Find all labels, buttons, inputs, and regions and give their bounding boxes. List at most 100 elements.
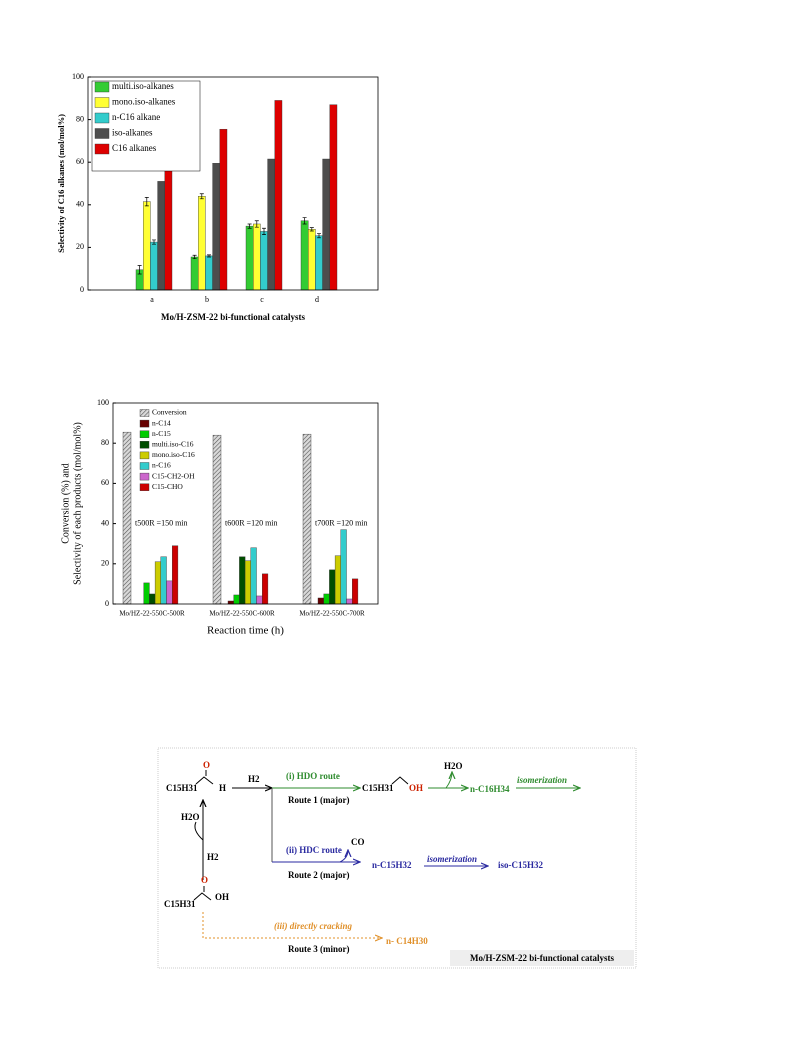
y-tick-label: 20: [101, 559, 109, 568]
legend-swatch: [139, 483, 150, 491]
label: (iii) directly cracking: [274, 921, 352, 931]
diagram-frame: [157, 747, 637, 969]
bar: [274, 100, 283, 291]
legend-label: Conversion: [152, 408, 187, 417]
y-tick-label: 100: [97, 398, 109, 407]
y-axis-title: Selectivity of each products (mol/mol%): [72, 422, 83, 585]
annotation: t700R =120 min: [315, 518, 368, 527]
legend-swatch: [139, 419, 150, 428]
error-bar: [309, 227, 314, 232]
bar: [171, 545, 179, 605]
error-bar: [137, 265, 142, 275]
label: n- C14H30: [386, 936, 428, 946]
x-tick-label: d: [315, 295, 319, 304]
label: Route 3 (minor): [288, 944, 350, 954]
chart: 0 20 40 60 80 100 Mo/HZ-22-550C-500R Mo/HZ-22-5…: [60, 398, 379, 637]
error-bar: [254, 220, 259, 228]
bar: [212, 163, 221, 291]
legend-swatch: [139, 409, 150, 417]
legend-swatch: [94, 97, 110, 108]
annotation: t500R =150 min: [135, 518, 188, 527]
bar: [308, 229, 316, 291]
bar: [157, 181, 166, 291]
bar: [233, 594, 240, 605]
bond: [193, 892, 212, 901]
legend-label: C15-CHO: [152, 482, 183, 491]
legend-label: n-C14: [152, 418, 171, 427]
bar: [315, 235, 323, 291]
bar: [244, 560, 252, 605]
legend-swatch: [139, 430, 150, 438]
label: OH: [215, 892, 229, 902]
error-bar: [199, 193, 204, 200]
bar: [267, 158, 276, 291]
bar: [340, 529, 347, 605]
label: CO: [351, 837, 365, 847]
error-bar: [302, 217, 307, 225]
legend-label: multi.iso-C16: [152, 440, 194, 449]
bar: [260, 231, 268, 291]
y-tick-label: 80: [101, 438, 109, 447]
label: OH: [409, 783, 423, 793]
bar: [122, 431, 132, 605]
legend-swatch: [94, 112, 110, 124]
reaction-diagram: C15H31 O H H2 (i) HDO route Route 1 (maj…: [157, 747, 637, 969]
bar: [142, 201, 151, 291]
error-bar: [144, 196, 149, 207]
error-bar: [247, 223, 252, 229]
bar: [219, 128, 228, 291]
x-tick-label: c: [260, 295, 264, 304]
bar: [262, 573, 269, 605]
arrow: [339, 850, 348, 863]
y-axis-title: Selectivity of C16 alkanes (mol/mol%): [56, 114, 66, 253]
error-bar: [152, 239, 156, 245]
label: isomerization: [427, 854, 477, 864]
y-axis-title: Conversion (%) and: [60, 463, 71, 544]
legend-swatch: [94, 81, 110, 93]
bar: [346, 598, 353, 605]
label: C15H31: [164, 899, 196, 909]
bar: [323, 593, 330, 605]
label: H: [219, 783, 226, 793]
x-axis-title: Mo/H-ZSM-22 bi-functional catalysts: [161, 312, 305, 322]
bar: [322, 158, 331, 291]
legend-swatch: [94, 128, 110, 139]
bar: [160, 556, 167, 605]
bar: [190, 256, 199, 291]
label: H2O: [444, 761, 463, 771]
y-tick-label: 100: [72, 72, 84, 81]
bar: [166, 580, 173, 605]
y-tick-label: 0: [105, 599, 109, 608]
plot-frame: [87, 76, 379, 291]
legend-label: multi.iso-alkanes: [112, 81, 174, 91]
legend-swatch: [139, 451, 150, 460]
x-tick-label: b: [205, 295, 209, 304]
x-tick-label: Mo/HZ-22-550C-700R: [299, 610, 365, 618]
bond: [391, 776, 409, 785]
legend-label: C15-CH2-OH: [152, 471, 195, 480]
bar: [212, 434, 222, 605]
bar: [154, 561, 162, 605]
y-tick-label: 40: [76, 200, 84, 209]
x-tick-label: Mo/HZ-22-550C-500R: [119, 610, 185, 618]
bar: [143, 582, 150, 605]
bar: [205, 255, 213, 291]
bar: [334, 555, 342, 605]
legend-label: n-C16: [152, 461, 171, 470]
x-axis-title: Reaction time (h): [207, 625, 284, 637]
annotation: t600R =120 min: [225, 518, 278, 527]
legend-swatch: [94, 143, 110, 155]
bar: [317, 597, 324, 605]
bar: [227, 600, 234, 605]
bar: [239, 556, 246, 605]
bar: [256, 595, 263, 605]
legend-frame: [91, 80, 201, 172]
label: H2: [248, 774, 260, 784]
x-tick-label: Mo/HZ-22-550C-600R: [209, 610, 275, 618]
caption: Mo/H-ZSM-22 bi-functional catalysts: [470, 953, 614, 963]
bar: [300, 220, 309, 291]
label: O: [203, 760, 210, 770]
legend-label: mono.iso-C16: [152, 450, 195, 459]
legend-swatch: [139, 462, 150, 470]
